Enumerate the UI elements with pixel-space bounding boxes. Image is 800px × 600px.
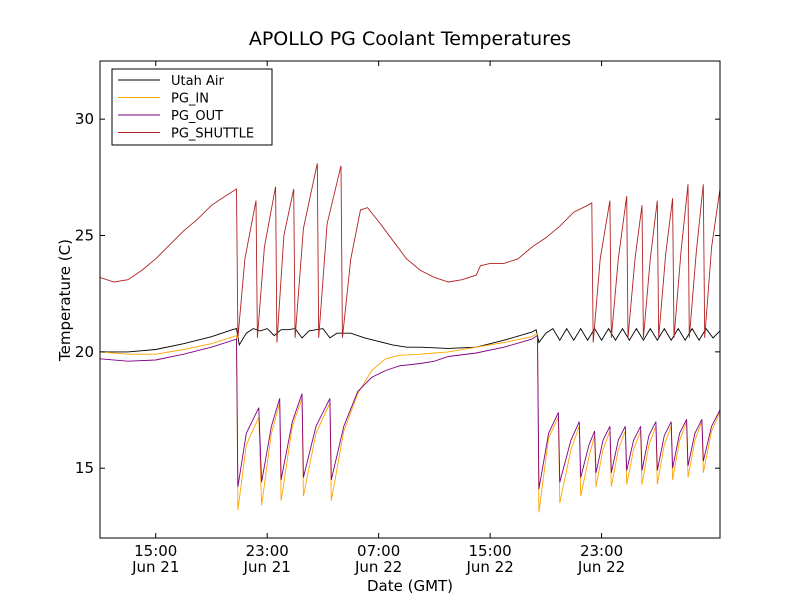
legend-items: Utah Air PG_IN PG_OUT PG_SHUTTLE — [118, 74, 254, 142]
x-axis-label: Date (GMT) — [367, 577, 453, 595]
y-axis: 15 20 25 30 — [75, 110, 720, 477]
series-line-pg-in — [99, 332, 721, 513]
legend-label: PG_SHUTTLE — [171, 127, 254, 142]
x-tick-label-time: 23:00 — [246, 542, 289, 560]
legend-label: PG_IN — [171, 92, 209, 107]
legend-label: Utah Air — [171, 74, 224, 89]
y-axis-label: Temperature (C) — [56, 239, 74, 362]
x-tick-label-time: 07:00 — [357, 542, 400, 560]
x-tick-label-date: Jun 22 — [354, 558, 402, 576]
y-tick-label: 20 — [75, 343, 94, 361]
x-tick-label-date: Jun 21 — [243, 558, 291, 576]
x-tick-label-time: 23:00 — [580, 542, 623, 560]
y-tick-label: 15 — [75, 459, 94, 477]
x-tick-label-date: Jun 21 — [131, 558, 179, 576]
x-tick-label-time: 15:00 — [134, 542, 177, 560]
x-tick-label-time: 15:00 — [468, 542, 511, 560]
series-line-pg-shuttle — [99, 163, 721, 343]
series-line-pg-out — [99, 334, 721, 490]
x-tick-label-date: Jun 22 — [577, 558, 625, 576]
chart-title: APOLLO PG Coolant Temperatures — [249, 28, 571, 50]
legend-label: PG_OUT — [171, 109, 223, 124]
x-tick-label-date: Jun 22 — [465, 558, 513, 576]
y-tick-label: 30 — [75, 110, 94, 128]
plot-frame — [99, 60, 721, 539]
series-line-utah-air — [100, 327, 721, 353]
legend: Utah Air PG_IN PG_OUT PG_SHUTTLE — [111, 68, 273, 146]
plot-lines — [99, 163, 721, 513]
y-tick-label: 25 — [75, 227, 94, 245]
